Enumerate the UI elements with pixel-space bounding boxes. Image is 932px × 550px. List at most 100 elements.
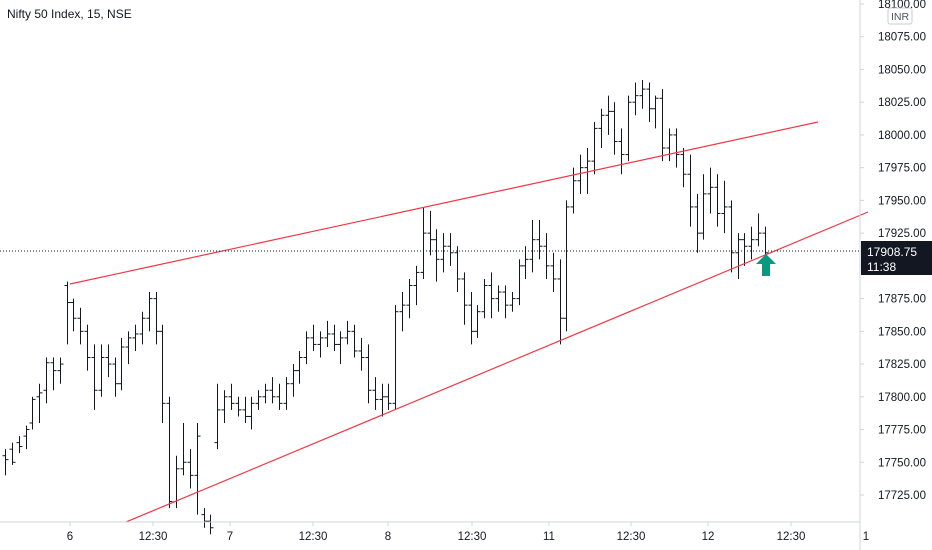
- x-tick-label: 12:30: [139, 531, 168, 543]
- ohlc-bar: [550, 252, 557, 293]
- ohlc-bar: [502, 285, 509, 319]
- ohlc-bar: [159, 324, 166, 423]
- ohlc-bar: [741, 233, 748, 266]
- ohlc-bar: [673, 128, 680, 168]
- ohlc-bar: [283, 377, 290, 410]
- last-price-value: 17908.75: [867, 245, 917, 259]
- x-tick-label: 12:30: [777, 531, 806, 543]
- ohlc-bar: [632, 82, 639, 116]
- x-tick-label: 12:30: [617, 531, 646, 543]
- last-price-label: 17908.75 11:38: [861, 241, 932, 275]
- ohlc-bar: [385, 383, 392, 410]
- x-tick-label: 1: [863, 531, 869, 543]
- ohlc-bar: [639, 79, 646, 109]
- ohlc-bar: [324, 320, 331, 348]
- x-tick-label: 8: [385, 531, 391, 543]
- ohlc-bar: [721, 180, 728, 234]
- ohlc-bar: [516, 259, 523, 306]
- y-tick-label: 17725.00: [878, 490, 926, 502]
- ohlc-bar: [454, 246, 461, 293]
- chart-title: Nifty 50 Index, 15, NSE: [7, 7, 132, 21]
- ohlc-bar: [296, 350, 303, 384]
- ohlc-bar: [248, 396, 255, 430]
- ohlc-bar: [529, 220, 536, 273]
- ohlc-bar: [748, 226, 755, 260]
- ohlc-bar: [276, 383, 283, 410]
- up-arrow-icon: [756, 254, 776, 276]
- ohlc-bar: [207, 514, 214, 535]
- upper-trendline[interactable]: [69, 121, 819, 285]
- ohlc-bar: [481, 278, 488, 319]
- time-axis[interactable]: 6 12:30 7 12:30 8 12:30 11 12:30 12 12:30 1: [67, 522, 869, 543]
- ohlc-bar: [365, 344, 372, 404]
- y-tick-label: 18025.00: [878, 97, 926, 109]
- ohlc-bar: [221, 390, 228, 423]
- lower-trendline[interactable]: [125, 211, 869, 523]
- ohlc-bar: [91, 344, 98, 410]
- ohlc-bar: [303, 331, 310, 365]
- ohlc-bar: [214, 383, 221, 450]
- ohlc-bar: [591, 121, 598, 175]
- ohlc-bar: [680, 148, 687, 188]
- y-tick-label: 18050.00: [878, 64, 926, 76]
- y-tick-label: 17825.00: [878, 359, 926, 371]
- ohlc-bar: [618, 128, 625, 175]
- ohlc-bar: [557, 259, 564, 345]
- ohlc-bar: [707, 167, 714, 214]
- ohlc-bar: [180, 422, 187, 476]
- ohlc-bar: [118, 337, 125, 391]
- ohlc-bar: [255, 390, 262, 410]
- y-tick-label: 18000.00: [878, 130, 926, 142]
- ohlc-bar: [413, 265, 420, 306]
- ohlc-bar: [132, 324, 139, 351]
- ohlc-bar: [536, 220, 543, 260]
- ohlc-bar: [358, 337, 365, 371]
- ohlc-bar: [652, 95, 659, 129]
- ohlc-bar: [495, 285, 502, 312]
- ohlc-bar: [427, 210, 434, 256]
- ohlc-bar: [666, 128, 673, 162]
- x-tick-label: 11: [543, 531, 555, 543]
- ohlc-bar: [194, 422, 201, 515]
- ohlc-bar: [228, 383, 235, 410]
- ohlc-bar: [611, 102, 618, 155]
- ohlc-bar: [43, 357, 50, 404]
- ohlc-bar: [50, 357, 57, 391]
- ohlc-bar: [201, 508, 208, 528]
- x-tick-label: 12:30: [458, 531, 487, 543]
- y-tick-label: 17875.00: [878, 294, 926, 306]
- ohlc-bar: [9, 442, 16, 465]
- y-tick-label: 17800.00: [878, 392, 926, 404]
- ohlc-bar: [344, 320, 351, 345]
- x-tick-label: 6: [67, 531, 73, 543]
- ohlc-bar: [399, 292, 406, 332]
- ohlc-bar: [262, 383, 269, 404]
- y-tick-label: 18100.00: [878, 0, 926, 11]
- y-tick-label: 18075.00: [878, 32, 926, 44]
- ohlc-bar: [509, 292, 516, 312]
- ohlc-bar: [77, 307, 84, 345]
- ohlc-bar: [700, 174, 707, 240]
- currency-badge[interactable]: INR: [887, 7, 913, 25]
- ohlc-bar: [105, 344, 112, 378]
- ohlc-bar: [310, 324, 317, 351]
- ohlc-bar: [337, 331, 344, 365]
- ohlc-bar: [714, 174, 721, 227]
- ohlc-bar: [98, 344, 105, 397]
- ohlc-bar: [23, 425, 30, 450]
- y-tick-label: 17850.00: [878, 326, 926, 338]
- ohlc-bar: [687, 154, 694, 227]
- ohlc-bar: [57, 357, 64, 384]
- price-axis[interactable]: 18100.00 18075.00 18050.00 18025.00 18000.00…: [860, 0, 926, 502]
- ohlc-bar: [406, 278, 413, 319]
- trendlines[interactable]: [69, 121, 869, 523]
- ohlc-bar: [146, 292, 153, 332]
- ohlc-bar: [70, 298, 77, 332]
- ohlc-bar: [584, 148, 591, 194]
- ohlc-bar: [392, 305, 399, 410]
- ohlc-bar: [461, 272, 468, 325]
- ohlc-bar: [543, 233, 550, 279]
- ohlc-bar: [2, 449, 9, 476]
- ohlc-bar: [646, 82, 653, 122]
